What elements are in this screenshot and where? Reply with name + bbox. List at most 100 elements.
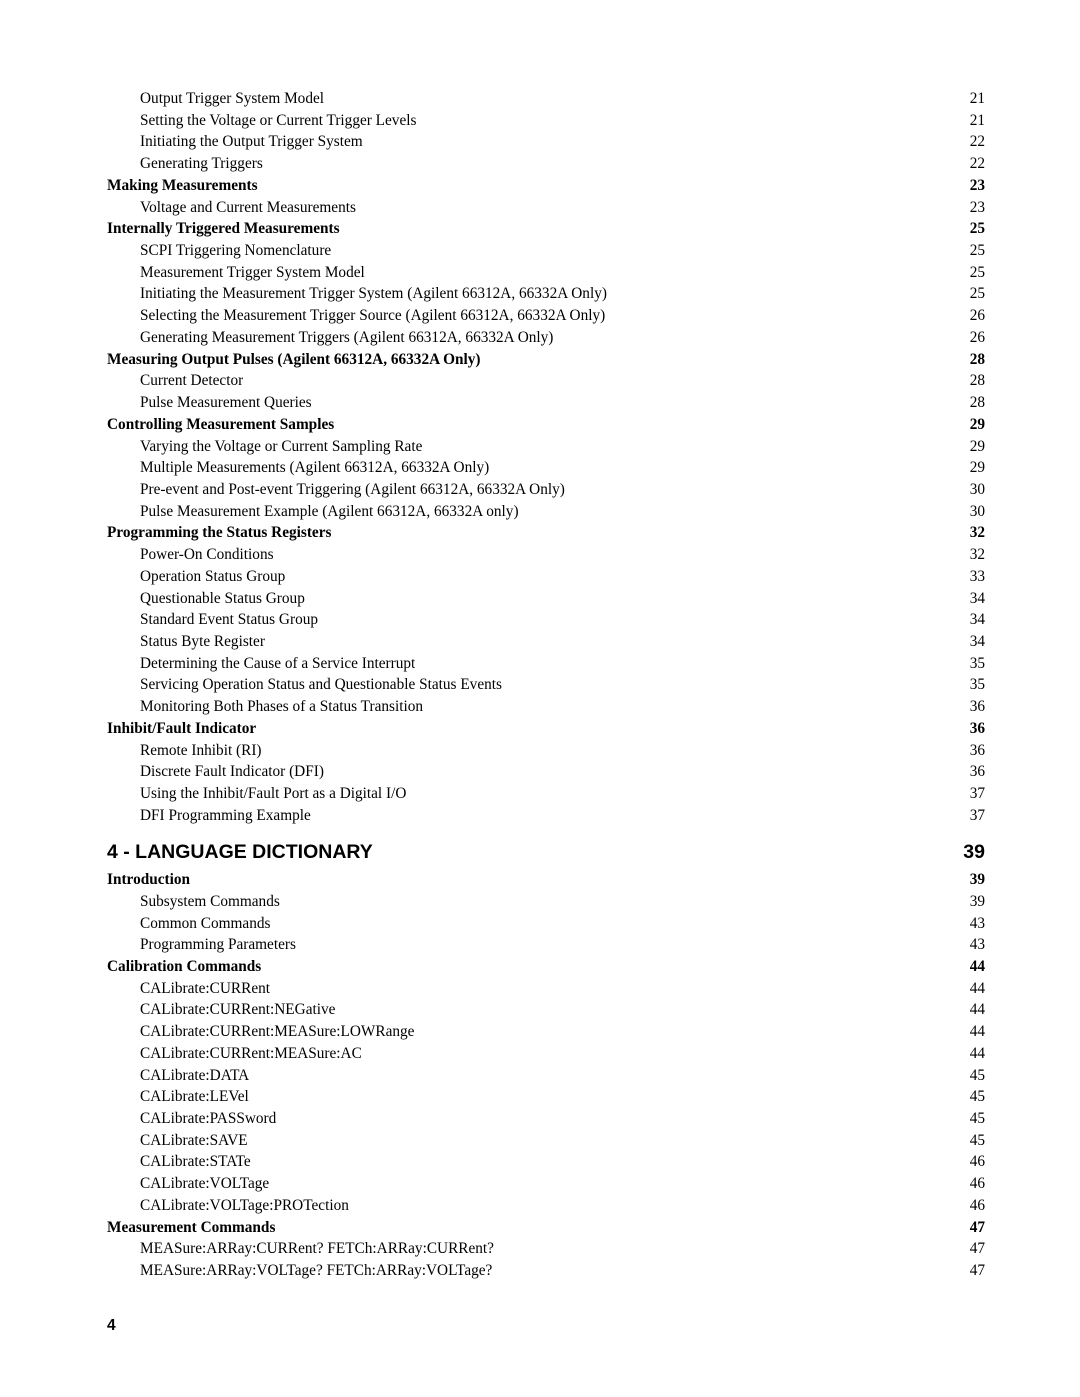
toc-row: CALibrate:CURRent:MEASure:LOWRange 44 bbox=[107, 1021, 985, 1043]
toc-entry-label: Initiating the Output Trigger System bbox=[107, 131, 363, 153]
toc-row: CALibrate:CURRent:NEGative44 bbox=[107, 999, 985, 1021]
toc-entry-label: Measurement Commands bbox=[107, 1217, 275, 1239]
toc-entry-page: 47 bbox=[958, 1238, 985, 1260]
toc-row: Controlling Measurement Samples 29 bbox=[107, 414, 985, 436]
toc-entry-label: Current Detector bbox=[107, 370, 243, 392]
toc-row: DFI Programming Example37 bbox=[107, 805, 985, 827]
toc-entry-label: Calibration Commands bbox=[107, 956, 261, 978]
toc-row: Inhibit/Fault Indicator36 bbox=[107, 718, 985, 740]
toc-entry-page: 28 bbox=[958, 392, 985, 414]
toc-row: SCPI Triggering Nomenclature25 bbox=[107, 240, 985, 262]
toc-content: Output Trigger System Model21Setting the… bbox=[107, 88, 985, 1282]
toc-row: Multiple Measurements (Agilent 66312A, 6… bbox=[107, 457, 985, 479]
toc-row: Common Commands43 bbox=[107, 913, 985, 935]
toc-row: Questionable Status Group34 bbox=[107, 588, 985, 610]
toc-row: Internally Triggered Measurements25 bbox=[107, 218, 985, 240]
toc-entry-page: 25 bbox=[958, 262, 985, 284]
toc-row: Selecting the Measurement Trigger Source… bbox=[107, 305, 985, 327]
toc-entry-page: 45 bbox=[958, 1086, 985, 1108]
toc-entry-label: Selecting the Measurement Trigger Source… bbox=[107, 305, 605, 327]
toc-entry-page: 43 bbox=[958, 913, 985, 935]
toc-row: Generating Measurement Triggers (Agilent… bbox=[107, 327, 985, 349]
toc-entry-label: CALibrate:DATA bbox=[107, 1065, 249, 1087]
toc-entry-label: Programming Parameters bbox=[107, 934, 296, 956]
toc-entry-page: 35 bbox=[958, 674, 985, 696]
toc-entry-label: Varying the Voltage or Current Sampling … bbox=[107, 436, 422, 458]
toc-entry-label: CALibrate:SAVE bbox=[107, 1130, 248, 1152]
toc-entry-page: 25 bbox=[958, 240, 985, 262]
toc-entry-label: CALibrate:CURRent:MEASure:LOWRange bbox=[107, 1021, 414, 1043]
toc-entry-label: CALibrate:VOLTage bbox=[107, 1173, 269, 1195]
toc-entry-label: Pulse Measurement Queries bbox=[107, 392, 312, 414]
toc-entry-label: CALibrate:VOLTage:PROTection bbox=[107, 1195, 349, 1217]
toc-row: Making Measurements 23 bbox=[107, 175, 985, 197]
toc-entry-page: 45 bbox=[958, 1130, 985, 1152]
toc-entry-label: Controlling Measurement Samples bbox=[107, 414, 334, 436]
toc-entry-page: 29 bbox=[958, 436, 985, 458]
toc-entry-page: 22 bbox=[958, 153, 985, 175]
section-heading: 4 - LANGUAGE DICTIONARY 39 bbox=[107, 839, 985, 867]
toc-entry-label: Making Measurements bbox=[107, 175, 258, 197]
toc-entry-label: Servicing Operation Status and Questiona… bbox=[107, 674, 502, 696]
toc-entry-page: 29 bbox=[958, 414, 985, 436]
section-heading-label: 4 - LANGUAGE DICTIONARY bbox=[107, 839, 373, 867]
toc-entry-page: 36 bbox=[958, 696, 985, 718]
toc-entry-page: 23 bbox=[958, 175, 985, 197]
toc-entry-page: 39 bbox=[958, 891, 985, 913]
toc-entry-label: Questionable Status Group bbox=[107, 588, 305, 610]
toc-entry-page: 44 bbox=[958, 1043, 985, 1065]
toc-entry-page: 47 bbox=[958, 1217, 985, 1239]
toc-entry-label: Using the Inhibit/Fault Port as a Digita… bbox=[107, 783, 406, 805]
toc-entry-page: 34 bbox=[958, 631, 985, 653]
toc-entry-page: 37 bbox=[958, 783, 985, 805]
toc-row: CALibrate:SAVE 45 bbox=[107, 1130, 985, 1152]
toc-row: Initiating the Measurement Trigger Syste… bbox=[107, 283, 985, 305]
toc-entry-label: CALibrate:CURRent bbox=[107, 978, 270, 1000]
toc-entry-page: 30 bbox=[958, 479, 985, 501]
toc-entry-label: Programming the Status Registers bbox=[107, 522, 331, 544]
toc-entry-label: Generating Triggers bbox=[107, 153, 263, 175]
toc-entry-page: 44 bbox=[958, 978, 985, 1000]
toc-entry-page: 28 bbox=[958, 349, 985, 371]
toc-row: Using the Inhibit/Fault Port as a Digita… bbox=[107, 783, 985, 805]
toc-entry-label: Subsystem Commands bbox=[107, 891, 280, 913]
toc-entry-page: 35 bbox=[958, 653, 985, 675]
toc-entry-page: 46 bbox=[958, 1195, 985, 1217]
toc-row: MEASure:ARRay:CURRent? FETCh:ARRay:CURRe… bbox=[107, 1238, 985, 1260]
toc-entry-page: 21 bbox=[958, 88, 985, 110]
toc-row: MEASure:ARRay:VOLTage? FETCh:ARRay:VOLTa… bbox=[107, 1260, 985, 1282]
toc-row: Status Byte Register34 bbox=[107, 631, 985, 653]
toc-row: Programming Parameters 43 bbox=[107, 934, 985, 956]
toc-entry-label: CALibrate:CURRent:MEASure:AC bbox=[107, 1043, 362, 1065]
toc-entry-page: 43 bbox=[958, 934, 985, 956]
toc-entry-label: CALibrate:PASSword bbox=[107, 1108, 276, 1130]
toc-row: CALibrate:VOLTage46 bbox=[107, 1173, 985, 1195]
toc-entry-label: Multiple Measurements (Agilent 66312A, 6… bbox=[107, 457, 489, 479]
toc-entry-page: 36 bbox=[958, 740, 985, 762]
toc-entry-page: 44 bbox=[958, 1021, 985, 1043]
toc-row: CALibrate:CURRent 44 bbox=[107, 978, 985, 1000]
toc-row: CALibrate:STATe46 bbox=[107, 1151, 985, 1173]
toc-entry-page: 28 bbox=[958, 370, 985, 392]
toc-entry-label: Voltage and Current Measurements bbox=[107, 197, 356, 219]
toc-entry-page: 34 bbox=[958, 609, 985, 631]
toc-entry-page: 39 bbox=[958, 869, 985, 891]
toc-row: Introduction 39 bbox=[107, 869, 985, 891]
toc-entry-page: 26 bbox=[958, 327, 985, 349]
toc-entry-label: Standard Event Status Group bbox=[107, 609, 318, 631]
toc-entry-label: Internally Triggered Measurements bbox=[107, 218, 340, 240]
toc-row: Discrete Fault Indicator (DFI)36 bbox=[107, 761, 985, 783]
toc-row: Current Detector 28 bbox=[107, 370, 985, 392]
toc-entry-label: Measuring Output Pulses (Agilent 66312A,… bbox=[107, 349, 481, 371]
toc-entry-label: Introduction bbox=[107, 869, 190, 891]
toc-entry-page: 45 bbox=[958, 1108, 985, 1130]
toc-entry-label: Setting the Voltage or Current Trigger L… bbox=[107, 110, 416, 132]
toc-entry-label: Pulse Measurement Example (Agilent 66312… bbox=[107, 501, 519, 523]
toc-entry-label: Measurement Trigger System Model bbox=[107, 262, 365, 284]
toc-row: CALibrate:VOLTage:PROTection 46 bbox=[107, 1195, 985, 1217]
toc-entry-page: 44 bbox=[958, 999, 985, 1021]
toc-row: Calibration Commands44 bbox=[107, 956, 985, 978]
toc-row: Setting the Voltage or Current Trigger L… bbox=[107, 110, 985, 132]
toc-entry-page: 37 bbox=[958, 805, 985, 827]
toc-entry-label: MEASure:ARRay:CURRent? FETCh:ARRay:CURRe… bbox=[107, 1238, 494, 1260]
